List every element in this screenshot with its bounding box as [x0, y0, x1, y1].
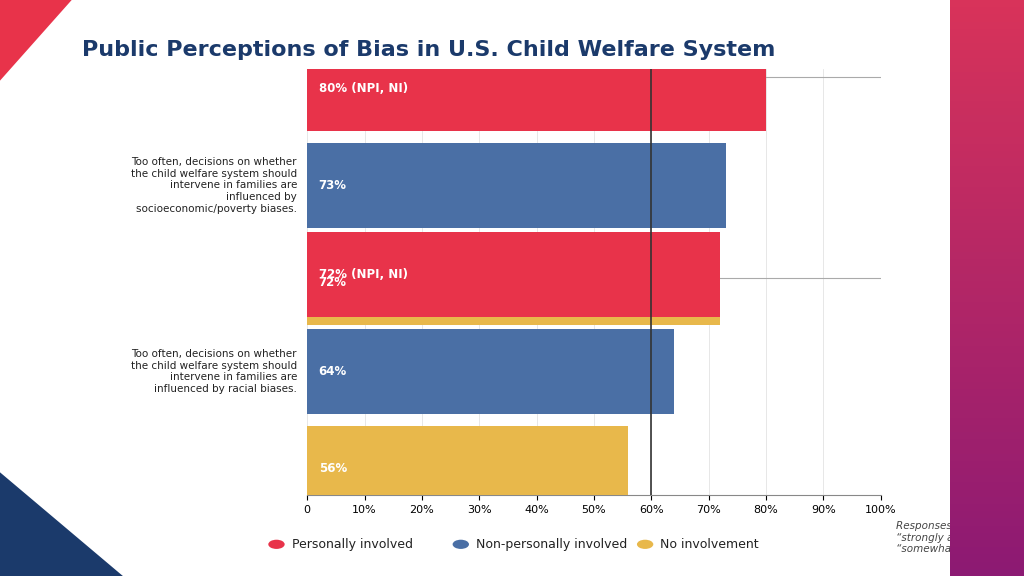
Bar: [307, 240, 720, 325]
Text: Non-personally involved: Non-personally involved: [476, 538, 628, 551]
Text: 64%: 64%: [318, 365, 347, 378]
Text: 80% (NPI, NI): 80% (NPI, NI): [318, 82, 408, 95]
Text: 73%: 73%: [318, 179, 347, 192]
Bar: [307, 232, 720, 317]
Bar: [307, 46, 766, 131]
Text: 56%: 56%: [318, 462, 347, 475]
Text: Responses for those who
“strongly agree” and
“somewhat agree.”: Responses for those who “strongly agree”…: [896, 521, 1024, 555]
Bar: [307, 329, 674, 414]
Bar: [307, 426, 629, 511]
Text: 72% (NPI, NI): 72% (NPI, NI): [318, 268, 408, 281]
Text: 72%: 72%: [318, 276, 347, 289]
Text: Too often, decisions on whether
the child welfare system should
intervene in fam: Too often, decisions on whether the chil…: [131, 349, 297, 394]
Text: Public Perceptions of Bias in U.S. Child Welfare System: Public Perceptions of Bias in U.S. Child…: [82, 40, 775, 60]
Bar: [307, 143, 726, 228]
Text: 47: 47: [20, 539, 38, 553]
Text: No involvement: No involvement: [660, 538, 759, 551]
Text: Personally involved: Personally involved: [292, 538, 413, 551]
Text: Too often, decisions on whether
the child welfare system should
intervene in fam: Too often, decisions on whether the chil…: [131, 157, 297, 214]
